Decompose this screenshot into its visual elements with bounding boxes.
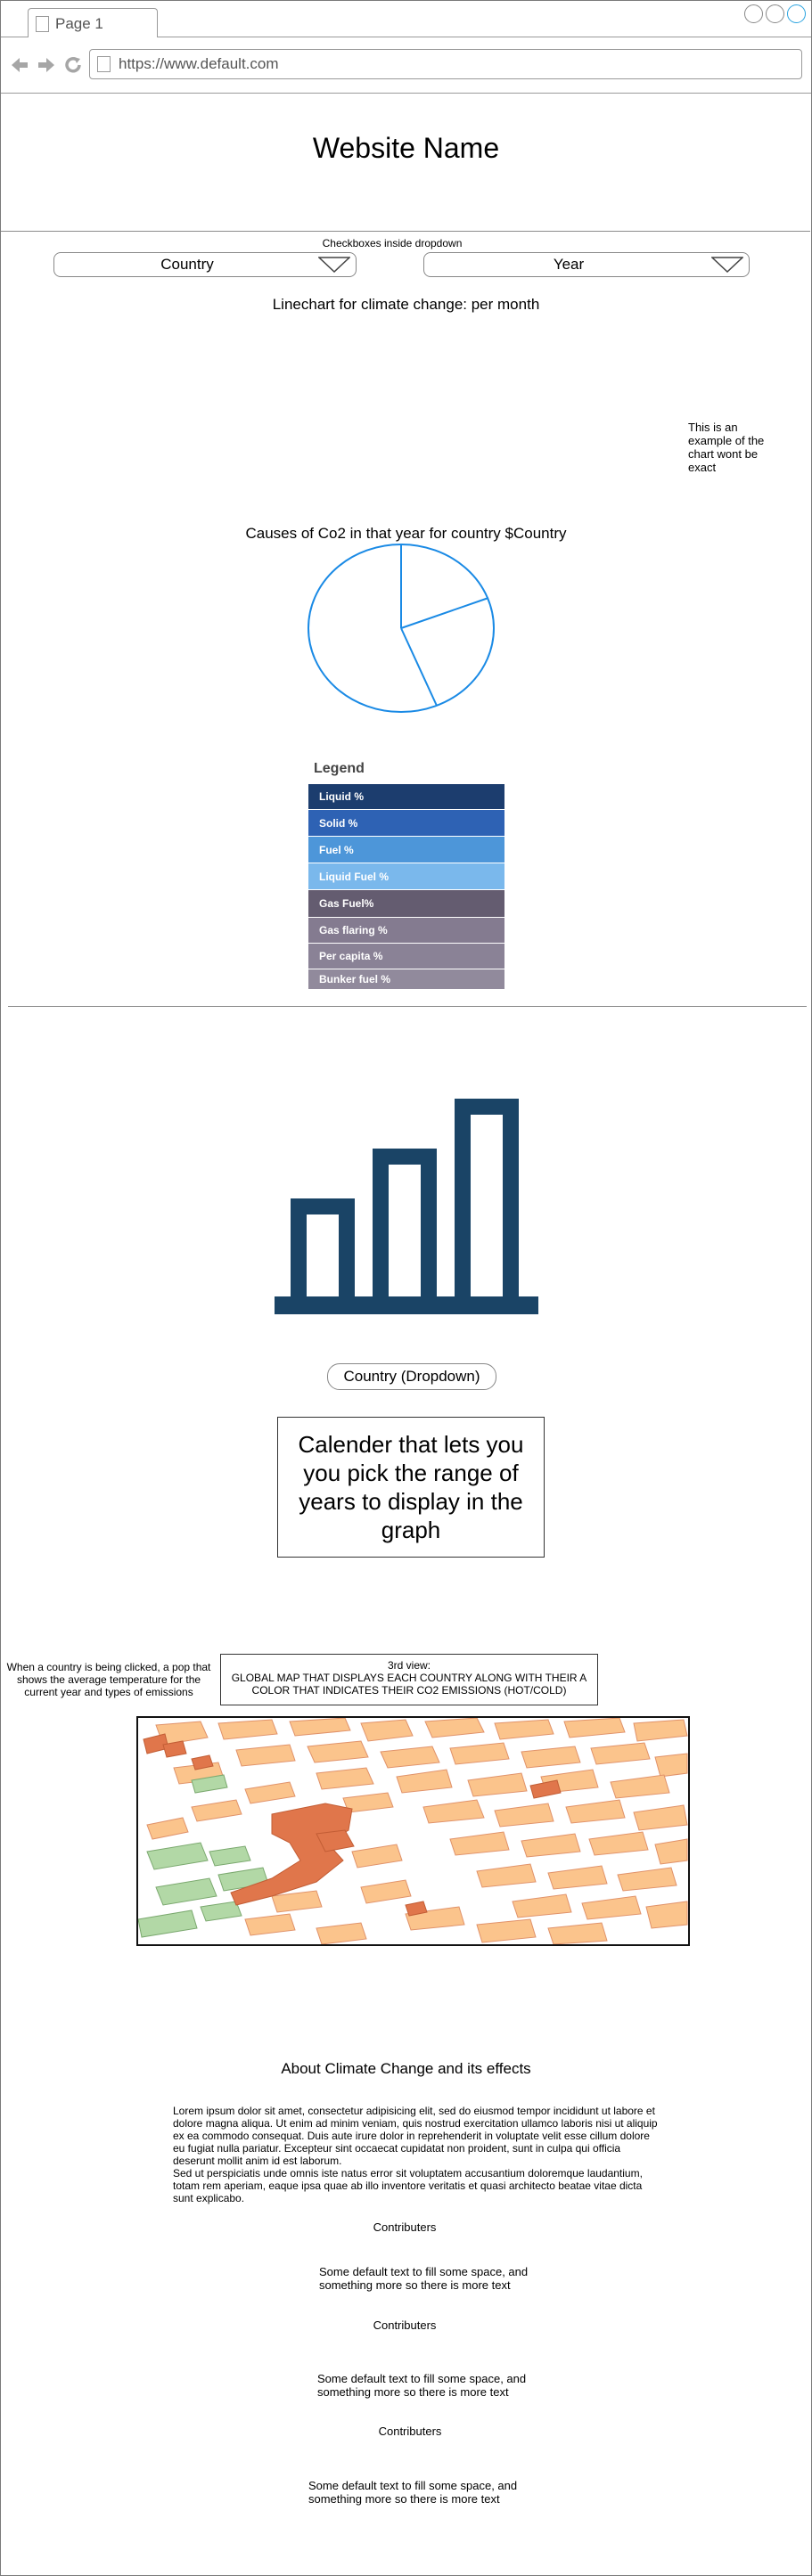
country-dropdown-label: Country [160,256,214,273]
section-divider [8,1006,807,1007]
chart-note: This is an example of the chart wont be … [688,421,765,474]
minimize-button[interactable] [744,4,763,23]
contributors-text: Some default text to fill some space, an… [317,2372,527,2399]
address-bar-row: https://www.default.com [1,37,811,94]
pie-slice-divider [400,627,438,707]
about-text: Lorem ipsum dolor sit amet, consectetur … [173,2105,658,2204]
legend-item: Gas flaring % [308,918,504,944]
map-description-box: 3rd view: GLOBAL MAP THAT DISPLAYS EACH … [220,1654,598,1705]
url-field[interactable]: https://www.default.com [89,49,802,79]
legend-item: Solid % [308,810,504,837]
refresh-icon[interactable] [63,55,83,75]
piechart-title: Causes of Co2 in that year for country $… [245,525,567,542]
contributors-title: Contributers [373,2220,437,2234]
map-image [138,1718,688,1944]
linechart-title: Linechart for climate change: per month [272,296,540,313]
map-view-text: GLOBAL MAP THAT DISPLAYS EACH COUNTRY AL… [231,1672,587,1697]
legend-title: Legend [314,761,365,776]
tab-label: Page 1 [55,15,103,32]
back-arrow-icon[interactable] [10,55,29,75]
header-divider [1,231,810,232]
contributors-text: Some default text to fill some space, an… [308,2479,518,2506]
browser-tab[interactable]: Page 1 [28,8,158,38]
close-button[interactable] [787,4,806,23]
tab-bar: Page 1 [1,1,811,38]
forward-arrow-icon[interactable] [37,55,56,75]
about-title: About Climate Change and its effects [281,2060,531,2077]
filters-caption: Checkboxes inside dropdown [322,237,463,249]
map-view-title: 3rd view: [387,1659,431,1672]
contributors-text: Some default text to fill some space, an… [319,2265,529,2292]
bar-chart-icon [275,1099,538,1314]
year-dropdown[interactable]: Year [423,252,750,277]
country-dropdown[interactable]: Country [53,252,357,277]
country-dropdown-button[interactable]: Country (Dropdown) [327,1363,496,1390]
global-map[interactable] [136,1716,690,1946]
contributors-title: Contributers [373,2318,437,2332]
contributors-title: Contributers [378,2425,442,2438]
map-click-note: When a country is being clicked, a pop t… [6,1661,211,1698]
legend-item: Fuel % [308,837,504,863]
maximize-button[interactable] [766,4,784,23]
chevron-down-icon [318,257,350,273]
legend-item: Liquid Fuel % [308,863,504,890]
pie-chart [308,544,495,713]
year-range-calendar[interactable]: Calender that lets you you pick the rang… [277,1417,545,1558]
page-icon [97,56,111,72]
page-icon [36,16,49,32]
year-dropdown-label: Year [553,256,585,273]
chevron-down-icon [711,257,743,273]
legend-item: Bunker fuel % [308,969,504,990]
legend-item: Liquid % [308,784,504,810]
legend-item: Gas Fuel% [308,890,504,918]
calendar-text: Calender that lets you you pick the rang… [298,1431,524,1543]
pie-slice-divider [400,597,489,629]
legend-item: Per capita % [308,944,504,969]
url-text: https://www.default.com [119,55,279,72]
site-name: Website Name [312,132,500,164]
